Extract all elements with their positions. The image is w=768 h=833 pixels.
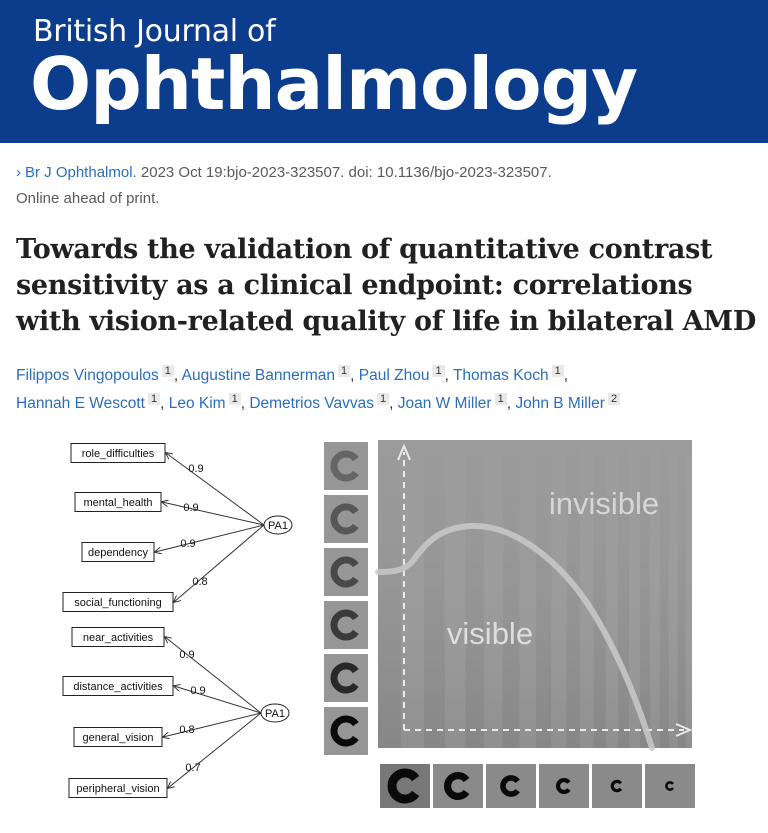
factor-node [263,515,293,535]
letter-c-optotype [330,556,359,588]
author-name[interactable]: Paul Zhou [358,367,430,384]
author-list: Filippos Vingopoulos 1, Augustine Bannerm… [16,362,756,418]
loading-arrow [155,524,265,552]
author-link[interactable]: Paul Zhou 1 [358,364,445,384]
author-name[interactable]: Hannah E Wescott [16,395,145,412]
x-axis-arrow-icon [675,723,693,737]
author-link[interactable]: Augustine Bannerman 1 [181,364,351,384]
indicator-label: dependency [88,547,148,559]
affiliation-badge[interactable]: 2 [607,392,621,405]
loading-arrow [168,712,262,788]
citation-status: Online ahead of print. [16,190,160,207]
author-link[interactable]: John B Miller 2 [515,392,621,412]
loading-value: 0.9 [183,502,198,514]
visible-label: visible [447,616,533,651]
loading-value: 0.9 [188,463,203,475]
letter-c-optotype [330,609,359,641]
citation: › Br J Ophthalmol. 2023 Oct 19:bjo-2023-3… [16,160,756,212]
indicator-label: general_vision [83,732,154,744]
loading-arrow [163,712,262,737]
loading-arrow [174,686,262,714]
affiliation-badge[interactable]: 1 [228,392,241,405]
indicator-label: mental_health [83,497,152,509]
letter-c-optotype [444,772,470,800]
author-name[interactable]: Leo Kim [168,395,226,412]
author-name[interactable]: Augustine Bannerman [181,367,336,384]
affiliation-badge[interactable]: 1 [551,364,564,377]
size-tile [539,764,589,808]
author-name[interactable]: Filippos Vingopoulos [16,367,159,384]
contrast-scale-column [324,442,368,755]
letter-c-optotype [610,779,623,793]
invisible-label: invisible [549,486,659,521]
indicator-label: peripheral_vision [76,783,159,795]
affiliation-badge[interactable]: 1 [432,364,445,377]
letter-c-optotype [330,450,359,482]
article-title: Towards the validation of quantitative c… [16,234,756,337]
journal-link[interactable]: Br J Ophthalmol. [25,164,137,181]
loading-arrow [165,637,262,714]
csf-curve [375,522,655,751]
loading-value: 0.9 [180,538,195,550]
author-name[interactable]: John B Miller [515,395,605,412]
graphical-abstract: role_difficulties 0.9 mental_health 0.9 depe… [0,430,768,833]
author-link[interactable]: Leo Kim 1 [168,392,241,412]
letter-c-optotype [330,715,359,747]
letter-c-optotype [387,768,420,804]
loading-arrow [174,524,265,602]
csf-panel: invisible visible [375,440,693,751]
indicator-label: distance_activities [73,681,163,693]
affiliation-badge[interactable]: 1 [338,364,351,377]
y-axis-arrow-icon [397,443,411,461]
size-tile [433,764,483,808]
loading-arrow [166,453,265,526]
loading-value: 0.8 [179,724,194,736]
journal-name-line2: Ophthalmology [30,42,638,126]
factor-node [260,703,290,723]
size-tile [486,764,536,808]
citation-details: 2023 Oct 19:bjo-2023-323507. doi: 10.113… [136,164,552,181]
journal-banner: British Journal of Ophthalmology [0,0,768,143]
letter-c-optotype [330,662,359,694]
loading-arrow [162,502,265,526]
size-tile [592,764,642,808]
size-tile [645,764,695,808]
affiliation-badge[interactable]: 1 [147,392,161,405]
loading-value: 0.9 [190,685,205,697]
chevron-right-icon: › [16,164,21,181]
letter-c-optotype [500,775,520,797]
affiliation-badge[interactable]: 1 [494,392,507,405]
letter-c-optotype [665,781,675,791]
factor-path-diagram: role_difficulties 0.9 mental_health 0.9 depe… [62,443,293,798]
loading-value: 0.9 [179,649,194,661]
indicator-label: role_difficulties [82,448,155,460]
letter-c-optotype [330,503,359,535]
indicator-label: near_activities [83,632,154,644]
author-name[interactable]: Thomas Koch [452,367,549,384]
loading-value: 0.7 [185,762,200,774]
author-link[interactable]: Thomas Koch 1 [452,364,564,384]
letter-c-optotype [556,777,571,795]
author-link[interactable]: Filippos Vingopoulos 1 [16,364,174,384]
author-name[interactable]: Demetrios Vavvas [249,395,374,412]
author-name[interactable]: Joan W Miller [397,395,492,412]
indicator-label: social_functioning [74,597,161,609]
factor-label: PA1 [265,708,285,720]
factor-label: PA1 [268,520,288,532]
affiliation-badge[interactable]: 1 [376,392,390,405]
author-link[interactable]: Hannah E Wescott 1 [16,392,161,412]
author-link[interactable]: Joan W Miller 1 [397,392,507,412]
journal-name-line1: British Journal of [33,14,276,49]
affiliation-badge[interactable]: 1 [161,364,174,377]
size-scale-row [380,764,695,808]
loading-value: 0.8 [192,576,207,588]
author-link[interactable]: Demetrios Vavvas 1 [249,392,390,412]
